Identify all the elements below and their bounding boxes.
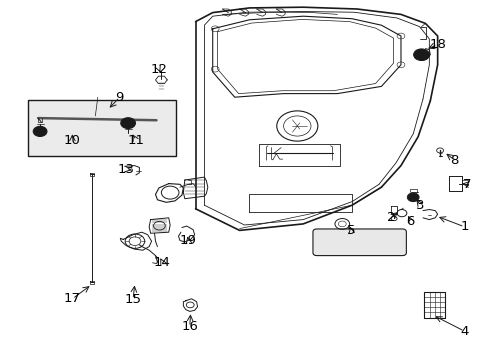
Text: 15: 15 <box>124 293 141 306</box>
Text: 18: 18 <box>428 38 445 51</box>
Text: 6: 6 <box>406 215 414 228</box>
Text: 13: 13 <box>118 163 134 176</box>
Text: 7: 7 <box>462 178 470 191</box>
FancyBboxPatch shape <box>312 229 406 256</box>
Text: 4: 4 <box>459 325 468 338</box>
Circle shape <box>121 118 135 129</box>
Text: 2: 2 <box>386 211 395 224</box>
Text: 3: 3 <box>415 199 424 212</box>
Circle shape <box>413 49 428 60</box>
Text: 19: 19 <box>180 234 196 247</box>
Text: 14: 14 <box>154 256 170 269</box>
Circle shape <box>33 126 47 136</box>
Bar <box>28 100 176 156</box>
Text: 9: 9 <box>115 91 124 104</box>
Circle shape <box>407 193 418 202</box>
Text: 8: 8 <box>449 154 458 167</box>
Text: 11: 11 <box>127 134 144 147</box>
Text: 1: 1 <box>459 220 468 233</box>
Text: 5: 5 <box>346 224 355 237</box>
Text: 12: 12 <box>150 63 167 76</box>
Text: 10: 10 <box>64 134 81 147</box>
Text: 17: 17 <box>64 292 81 305</box>
Bar <box>424 292 444 318</box>
Text: 16: 16 <box>181 320 198 333</box>
